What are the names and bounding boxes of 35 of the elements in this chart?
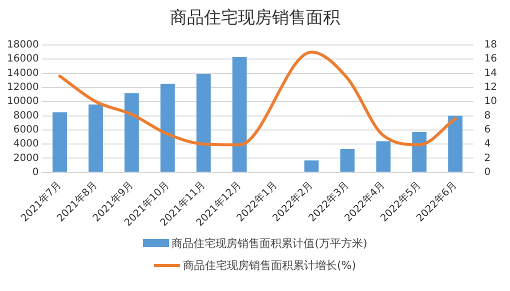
y-tick-label: 10000 bbox=[7, 96, 39, 108]
y2-tick-label: 8 bbox=[484, 110, 491, 122]
bar bbox=[412, 132, 427, 172]
bar bbox=[160, 84, 175, 172]
y2-tick-label: 2 bbox=[484, 152, 491, 164]
y2-tick-label: 14 bbox=[484, 68, 498, 79]
y-tick-label: 2000 bbox=[13, 152, 39, 164]
legend-label: 商品住宅现房销售面积累计增长(%) bbox=[182, 258, 356, 272]
y-tick-label: 14000 bbox=[7, 68, 39, 79]
chart-title: 商品住宅现房销售面积 bbox=[169, 7, 341, 29]
bar bbox=[340, 149, 355, 172]
y2-tick-label: 16 bbox=[484, 54, 498, 65]
bar bbox=[196, 74, 211, 172]
bar bbox=[376, 141, 391, 172]
y2-tick-label: 6 bbox=[484, 124, 491, 136]
y-tick-label: 16000 bbox=[7, 54, 39, 65]
bar bbox=[304, 160, 319, 172]
line-series bbox=[58, 50, 457, 146]
bar bbox=[448, 116, 462, 172]
y-tick-label: 0 bbox=[32, 166, 39, 178]
y-tick-label: 4000 bbox=[13, 138, 39, 150]
bar bbox=[88, 104, 103, 172]
y2-tick-label: 0 bbox=[484, 166, 491, 178]
y-tick-label: 6000 bbox=[13, 124, 39, 136]
y2-tick-label: 18 bbox=[484, 40, 498, 51]
y-tick-label: 12000 bbox=[7, 82, 39, 94]
y-tick-label: 18000 bbox=[7, 40, 39, 51]
legend-label: 商品住宅现房销售面积累计值(万平方米) bbox=[172, 236, 368, 250]
bar bbox=[52, 112, 67, 172]
y2-tick-label: 12 bbox=[484, 82, 498, 94]
bar bbox=[232, 57, 247, 172]
y2-tick-label: 4 bbox=[484, 138, 491, 150]
bar bbox=[124, 93, 139, 172]
y2-tick-label: 10 bbox=[484, 96, 498, 108]
y-tick-label: 8000 bbox=[13, 110, 39, 122]
